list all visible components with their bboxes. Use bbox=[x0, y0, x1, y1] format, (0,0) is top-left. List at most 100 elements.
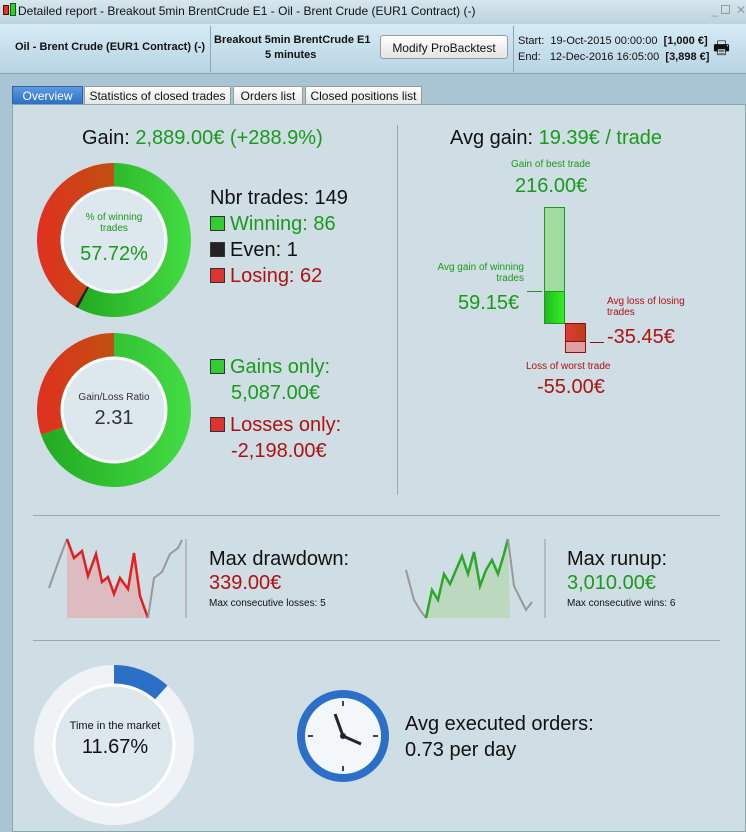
title-bar: Detailed report - Breakout 5min BrentCru… bbox=[0, 0, 746, 24]
avg-losing-value: -35.45€ bbox=[607, 326, 675, 348]
worst-trade-value: -55.00€ bbox=[537, 376, 605, 398]
avg-gain-label: Avg gain: bbox=[450, 127, 534, 149]
runup-chart bbox=[405, 538, 546, 619]
losing-segment bbox=[36, 163, 114, 307]
arrow-left-icon bbox=[590, 342, 604, 343]
end-date: 12-Dec-2016 16:05:00 bbox=[549, 51, 660, 63]
divider bbox=[33, 640, 720, 641]
drawdown-line bbox=[65, 538, 150, 619]
winning-text: Winning: 86 bbox=[230, 213, 336, 235]
gain-value: 2,889.00€ (+288.9%) bbox=[135, 127, 323, 149]
max-runup-value: 3,010.00€ bbox=[567, 572, 656, 594]
in-market-segment bbox=[114, 665, 168, 701]
red-square-icon bbox=[210, 268, 225, 283]
close-button[interactable]: ✕ bbox=[735, 3, 746, 17]
even-trades: Even: 1 bbox=[210, 239, 298, 262]
runup-line-before bbox=[405, 569, 427, 619]
end-label: End: bbox=[518, 51, 541, 63]
clock-icon bbox=[297, 690, 389, 782]
max-consecutive-wins: Max consecutive wins: 6 bbox=[567, 598, 676, 609]
tab-closed-positions-list[interactable]: Closed positions list bbox=[305, 86, 422, 104]
gains-only-text: Gains only: bbox=[230, 356, 331, 378]
app-icon-candle bbox=[10, 3, 16, 16]
losing-trades: Losing: 62 bbox=[210, 265, 322, 288]
timeframe: 5 minutes bbox=[265, 49, 317, 61]
donut-center bbox=[52, 683, 176, 807]
modify-probacktest-button[interactable]: Modify ProBacktest bbox=[380, 35, 508, 59]
maximize-button[interactable] bbox=[721, 5, 730, 14]
gain-summary: Gain: 2,889.00€ (+288.9%) bbox=[82, 127, 323, 150]
green-square-icon bbox=[210, 216, 225, 231]
tab-statistics-closed-trades[interactable]: Statistics of closed trades bbox=[84, 86, 231, 104]
time-in-market-donut bbox=[33, 665, 195, 825]
red-square-icon bbox=[210, 417, 225, 432]
donut-center bbox=[60, 356, 168, 464]
avg-gain-value: 19.39€ / trade bbox=[538, 127, 663, 149]
app-icon bbox=[3, 5, 9, 15]
avg-losing-bar bbox=[565, 323, 586, 342]
drawdown-line-before bbox=[48, 538, 68, 589]
print-icon[interactable]: 🖶 bbox=[713, 38, 730, 58]
winning-donut-value: 57.72% bbox=[80, 243, 148, 265]
time-in-market-value: 11.67% bbox=[81, 736, 149, 758]
avg-executed-orders-label: Avg executed orders: bbox=[405, 713, 594, 735]
gains-only-value: 5,087.00€ bbox=[231, 382, 320, 404]
drawdown-line-after bbox=[147, 539, 183, 619]
drawdown-chart bbox=[48, 538, 187, 619]
even-text: Even: 1 bbox=[230, 239, 298, 261]
start-label: Start: bbox=[518, 35, 545, 47]
winning-trades: Winning: 86 bbox=[210, 213, 336, 236]
losses-segment bbox=[37, 333, 114, 435]
best-trade-label: Gain of best trade bbox=[511, 159, 591, 170]
worst-trade-bar bbox=[565, 342, 586, 353]
winning-segment bbox=[78, 163, 191, 317]
winning-donut-label: % of winning trades bbox=[85, 212, 143, 234]
vertical-divider bbox=[397, 125, 398, 495]
tab-orders-list[interactable]: Orders list bbox=[233, 86, 303, 104]
ratio-donut-label: Gain/Loss Ratio bbox=[78, 392, 150, 403]
avg-winning-value: 59.15€ bbox=[458, 292, 520, 314]
gains-only-label: Gains only: bbox=[210, 356, 330, 379]
losses-only-value: -2,198.00€ bbox=[231, 440, 327, 462]
avg-losing-label: Avg loss of losing trades bbox=[607, 296, 685, 318]
runup-line bbox=[424, 538, 510, 619]
strategy-name: Breakout 5min BrentCrude E1 bbox=[214, 34, 371, 46]
best-trade-bar bbox=[544, 207, 565, 291]
window-title: Detailed report - Breakout 5min BrentCru… bbox=[18, 4, 476, 18]
runup-area bbox=[426, 539, 510, 618]
green-square-icon bbox=[210, 359, 225, 374]
runup-line-after bbox=[507, 538, 533, 612]
market-time-donut-svg bbox=[33, 665, 195, 825]
worst-trade-label: Loss of worst trade bbox=[526, 361, 611, 372]
avg-executed-orders-value: 0.73 per day bbox=[405, 739, 517, 761]
avg-winning-label: Avg gain of winning trades bbox=[437, 262, 524, 284]
losing-text: Losing: 62 bbox=[230, 265, 323, 287]
end-capital: [3,898 €] bbox=[665, 51, 710, 63]
donut-charts bbox=[36, 163, 191, 487]
end-row: End: 12-Dec-2016 16:05:00 [3,898 €] bbox=[518, 51, 709, 63]
instrument-name: Oil - Brent Crude (EUR1 Contract) (-) bbox=[15, 41, 206, 53]
start-date: 19-Oct-2015 00:00:00 bbox=[550, 35, 658, 47]
avg-gain-summary: Avg gain: 19.39€ / trade bbox=[450, 127, 662, 150]
nbr-trades: Nbr trades: 149 bbox=[210, 187, 348, 209]
losses-only-text: Losses only: bbox=[230, 414, 342, 436]
tab-overview[interactable]: Overview bbox=[12, 86, 83, 104]
divider bbox=[33, 515, 720, 516]
minimize-button[interactable]: _ bbox=[711, 3, 718, 17]
max-consecutive-losses: Max consecutive losses: 5 bbox=[209, 598, 326, 609]
even-segment bbox=[75, 284, 90, 309]
max-runup-label: Max runup: bbox=[567, 548, 668, 570]
avg-winning-bar bbox=[544, 291, 565, 324]
gain-label: Gain: bbox=[82, 127, 130, 149]
best-trade-value: 216.00€ bbox=[515, 175, 588, 197]
losses-only-label: Losses only: bbox=[210, 414, 341, 437]
start-capital: [1,000 €] bbox=[663, 35, 708, 47]
max-drawdown-label: Max drawdown: bbox=[209, 548, 350, 570]
black-square-icon bbox=[210, 242, 225, 257]
winning-trades-donut bbox=[36, 163, 191, 317]
header-panel: Oil - Brent Crude (EUR1 Contract) (-) Br… bbox=[0, 24, 746, 74]
donut-center bbox=[60, 186, 168, 294]
time-in-market-label: Time in the market bbox=[69, 720, 161, 732]
start-row: Start: 19-Oct-2015 00:00:00 [1,000 €] bbox=[518, 35, 708, 47]
max-drawdown-value: 339.00€ bbox=[209, 572, 282, 594]
